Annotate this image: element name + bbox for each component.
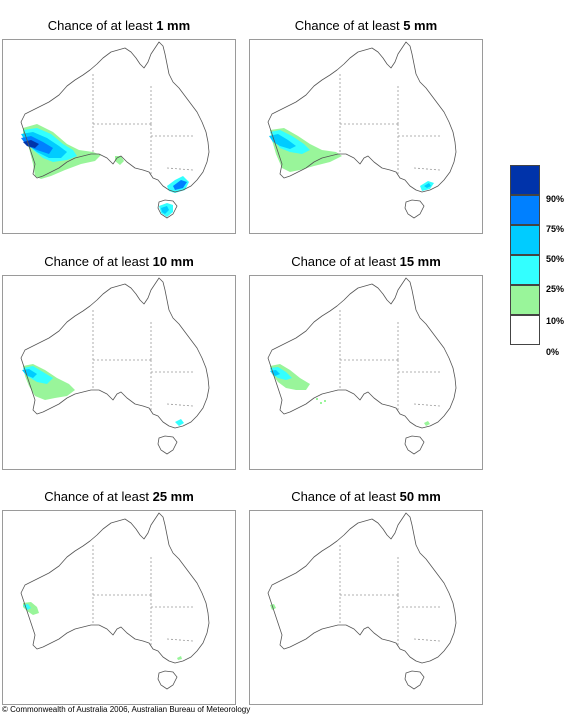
title-amount: 50 mm xyxy=(399,489,441,504)
map-frame xyxy=(2,39,236,234)
map-frame xyxy=(2,510,236,705)
legend-label-0: 0% xyxy=(546,347,560,357)
coastline xyxy=(20,41,210,193)
australia-map xyxy=(20,41,210,219)
probability-legend: 90% 75% 50% 25% 10% 0% xyxy=(510,165,570,365)
title-amount: 25 mm xyxy=(152,489,194,504)
title-amount: 1 mm xyxy=(156,18,191,33)
rainfall-probability-spot xyxy=(320,402,322,404)
tasmania-coastline xyxy=(404,670,425,690)
title-prefix: Chance of at least xyxy=(294,18,400,33)
panel-title: Chance of at least 1 mm xyxy=(2,18,236,34)
state-border xyxy=(166,403,194,407)
rainfall-probability-area xyxy=(177,656,182,660)
legend-swatch-75-90 xyxy=(510,195,540,225)
title-prefix: Chance of at least xyxy=(291,254,396,269)
australia-map xyxy=(267,277,457,455)
rainfall-probability-area xyxy=(175,419,184,426)
title-prefix: Chance of at least xyxy=(291,489,396,504)
rainfall-probability-area xyxy=(269,134,296,149)
map-frame xyxy=(249,39,483,234)
panel-title: Chance of at least 25 mm xyxy=(2,489,236,505)
state-border xyxy=(413,403,441,407)
legend-label-90: 90% xyxy=(546,194,565,204)
rainfall-probability-area xyxy=(161,206,169,214)
state-border xyxy=(413,167,441,171)
tasmania-coastline xyxy=(404,199,425,219)
tasmania-coastline xyxy=(157,199,178,219)
state-border xyxy=(166,167,194,171)
map-frame xyxy=(249,275,483,470)
australia-map xyxy=(20,277,210,455)
legend-label-50: 50% xyxy=(546,254,565,264)
state-border xyxy=(166,638,194,642)
australia-map xyxy=(20,512,210,690)
title-amount: 15 mm xyxy=(399,254,441,269)
coastline xyxy=(20,512,210,664)
panel-title: Chance of at least 5 mm xyxy=(249,18,483,34)
map-frame xyxy=(249,510,483,705)
title-prefix: Chance of at least xyxy=(44,489,149,504)
rainfall-probability-spot xyxy=(324,400,326,402)
rainfall-probability-area xyxy=(173,180,187,190)
coastline xyxy=(267,277,457,429)
tasmania-coastline xyxy=(157,670,178,690)
state-border xyxy=(413,638,441,642)
panel-title: Chance of at least 50 mm xyxy=(249,489,483,505)
legend-swatch-25-50 xyxy=(510,255,540,285)
legend-label-75: 75% xyxy=(546,224,565,234)
rainfall-probability-area xyxy=(23,140,39,148)
legend-label-25: 25% xyxy=(546,284,565,294)
legend-swatch-10-25 xyxy=(510,285,540,315)
tasmania-coastline xyxy=(404,435,425,455)
coastline xyxy=(20,277,210,429)
tasmania-coastline xyxy=(157,435,178,455)
australia-map xyxy=(267,512,457,690)
panel-title: Chance of at least 10 mm xyxy=(2,254,236,270)
rainfall-probability-area xyxy=(424,421,430,426)
map-frame xyxy=(2,275,236,470)
rainfall-probability-area xyxy=(23,602,39,615)
rainfall-probability-area xyxy=(424,183,431,188)
copyright-notice: © Commonwealth of Australia 2006, Austra… xyxy=(2,705,251,714)
title-amount: 10 mm xyxy=(152,254,194,269)
coastline xyxy=(267,512,457,664)
panel-title: Chance of at least 15 mm xyxy=(249,254,483,270)
legend-swatch-0-10 xyxy=(510,315,540,345)
rainfall-probability-spot xyxy=(316,398,318,400)
legend-swatch-90-100 xyxy=(510,165,540,195)
title-amount: 5 mm xyxy=(403,18,438,33)
coastline xyxy=(267,41,457,193)
australia-map xyxy=(267,41,457,219)
title-prefix: Chance of at least xyxy=(44,254,149,269)
legend-label-10: 10% xyxy=(546,316,565,326)
title-prefix: Chance of at least xyxy=(47,18,153,33)
legend-swatch-50-75 xyxy=(510,225,540,255)
